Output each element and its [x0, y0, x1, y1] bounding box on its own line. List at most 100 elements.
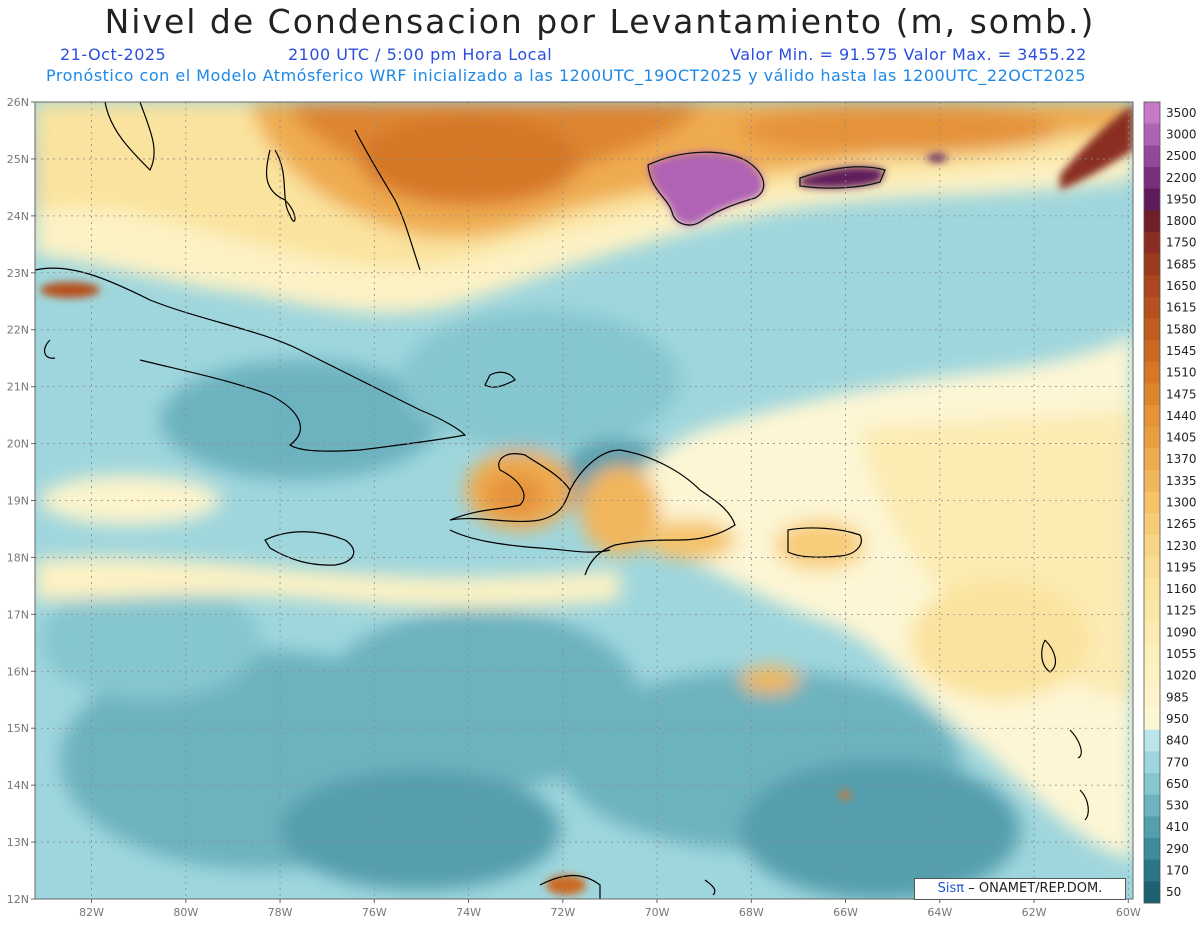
colorbar-label-1440: 1440: [1166, 409, 1197, 423]
min-max-values: Valor Min. = 91.575 Valor Max. = 3455.22: [730, 45, 1087, 64]
credit-text: – ONAMET/REP.DOM.: [968, 881, 1103, 896]
lat-label-18N: 18N: [7, 551, 29, 564]
colorbar-swatch: [1144, 188, 1160, 211]
colorbar-label-650: 650: [1166, 777, 1189, 791]
colorbar-label-1090: 1090: [1166, 625, 1197, 639]
lat-label-26N: 26N: [7, 96, 29, 109]
sis-logo: Sisπ: [937, 881, 965, 896]
colorbar-label-1615: 1615: [1166, 301, 1197, 315]
colorbar-swatch: [1144, 470, 1160, 493]
colorbar-label-530: 530: [1166, 799, 1189, 813]
colorbar-label-1125: 1125: [1166, 604, 1197, 618]
colorbar-swatch: [1144, 838, 1160, 861]
colorbar-swatch: [1144, 751, 1160, 774]
lon-label-60W: 60W: [1116, 906, 1141, 919]
colorbar-label-1405: 1405: [1166, 431, 1197, 445]
lon-label-82W: 82W: [79, 906, 104, 919]
colorbar-swatch: [1144, 881, 1160, 904]
colorbar-label-770: 770: [1166, 755, 1189, 769]
colorbar-label-1800: 1800: [1166, 214, 1197, 228]
lat-label-15N: 15N: [7, 722, 29, 735]
colorbar-label-1265: 1265: [1166, 517, 1197, 531]
colorbar-swatch: [1144, 578, 1160, 601]
lat-label-20N: 20N: [7, 438, 29, 451]
colorbar-swatch: [1144, 534, 1160, 558]
colorbar-swatch: [1144, 448, 1160, 471]
colorbar-swatch: [1144, 166, 1160, 190]
colorbar-swatch: [1144, 686, 1160, 709]
forecast-date: 21-Oct-2025: [60, 45, 167, 64]
lon-label-64W: 64W: [927, 906, 952, 919]
lon-label-74W: 74W: [456, 906, 481, 919]
colorbar-swatch: [1144, 296, 1160, 319]
colorbar-label-1510: 1510: [1166, 366, 1197, 380]
lat-label-19N: 19N: [7, 495, 29, 508]
lon-label-66W: 66W: [833, 906, 858, 919]
lon-label-76W: 76W: [362, 906, 387, 919]
lat-label-13N: 13N: [7, 836, 29, 849]
colorbar-swatch: [1144, 340, 1160, 363]
colorbar-label-1020: 1020: [1166, 669, 1197, 683]
colorbar-swatch: [1144, 102, 1160, 125]
colorbar-label-3500: 3500: [1166, 106, 1197, 120]
colorbar-swatch: [1144, 145, 1160, 168]
colorbar-label-1750: 1750: [1166, 236, 1197, 250]
lon-label-70W: 70W: [645, 906, 670, 919]
colorbar-label-170: 170: [1166, 864, 1189, 878]
colorbar-swatch: [1144, 361, 1160, 384]
lat-label-12N: 12N: [7, 893, 29, 906]
colorbar-label-985: 985: [1166, 690, 1189, 704]
colorbar-swatch: [1144, 859, 1160, 882]
colorbar-label-1160: 1160: [1166, 582, 1197, 596]
colorbar-label-2500: 2500: [1166, 149, 1197, 163]
lon-label-80W: 80W: [173, 906, 198, 919]
lat-label-23N: 23N: [7, 267, 29, 280]
map-title: Nivel de Condensacion por Levantamiento …: [104, 2, 1096, 41]
colorbar-label-1545: 1545: [1166, 344, 1197, 358]
lat-label-17N: 17N: [7, 608, 29, 621]
colorbar-swatch: [1144, 426, 1160, 449]
colorbar-swatch: [1144, 794, 1160, 817]
colorbar-label-1475: 1475: [1166, 387, 1197, 401]
colorbar-swatch: [1144, 729, 1160, 752]
colorbar-swatch: [1144, 643, 1160, 666]
colorbar-label-1950: 1950: [1166, 192, 1197, 206]
colorbar-label-2200: 2200: [1166, 171, 1197, 185]
latitude-labels: 26N 25N 24N 23N 22N 21N 20N 19N 18N 17N 16N 15N 14N 1…: [7, 96, 35, 906]
lon-label-72W: 72W: [550, 906, 575, 919]
model-info: Pronóstico con el Modelo Atmósferico WRF…: [46, 66, 1087, 85]
colorbar-label-1335: 1335: [1166, 474, 1197, 488]
lon-label-78W: 78W: [268, 906, 293, 919]
colorbar-swatch: [1144, 275, 1160, 298]
colorbar-swatch: [1144, 405, 1160, 428]
forecast-time: 2100 UTC / 5:00 pm Hora Local: [288, 45, 553, 64]
colorbar-label-290: 290: [1166, 842, 1189, 856]
lon-label-62W: 62W: [1022, 906, 1047, 919]
colorbar-swatch: [1144, 210, 1160, 233]
lon-label-68W: 68W: [739, 906, 764, 919]
colorbar-swatch: [1144, 664, 1160, 688]
colorbar-swatch: [1144, 383, 1160, 406]
colorbar-label-1195: 1195: [1166, 560, 1197, 574]
colorbar-label-50: 50: [1166, 885, 1181, 899]
lat-label-14N: 14N: [7, 779, 29, 792]
colorbar-swatch: [1144, 621, 1160, 644]
colorbar-swatch: [1144, 556, 1160, 579]
colorbar-swatch: [1144, 599, 1160, 623]
colorbar-swatch: [1144, 231, 1160, 255]
colorbar-label-1230: 1230: [1166, 539, 1197, 553]
colorbar: 3500 3000 2500 2200 1950 1800 1750 1685 1650 1615…: [1143, 101, 1197, 904]
graticule: [35, 102, 1133, 899]
colorbar-swatch: [1144, 491, 1160, 514]
lat-label-16N: 16N: [7, 665, 29, 678]
colorbar-label-1580: 1580: [1166, 322, 1197, 336]
colorbar-swatch: [1144, 708, 1160, 731]
colorbar-label-1300: 1300: [1166, 496, 1197, 510]
colorbar-swatch: [1144, 513, 1160, 536]
lat-label-25N: 25N: [7, 153, 29, 166]
lat-label-21N: 21N: [7, 381, 29, 394]
colorbar-label-1650: 1650: [1166, 279, 1197, 293]
colorbar-label-410: 410: [1166, 820, 1189, 834]
credit-box: Sisπ – ONAMET/REP.DOM.: [914, 878, 1126, 900]
